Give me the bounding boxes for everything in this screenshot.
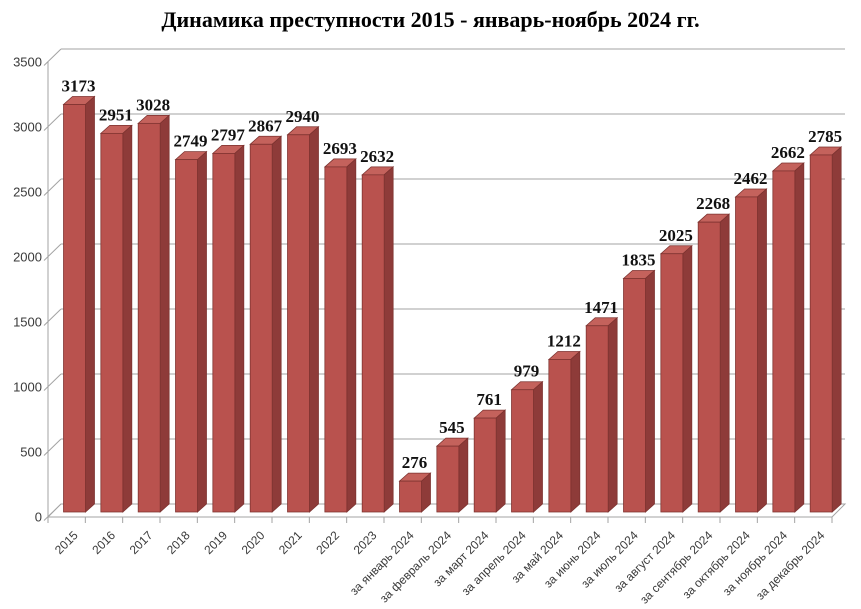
bar-value-label: 2867 — [248, 116, 283, 135]
bar — [249, 143, 273, 513]
bar — [324, 166, 348, 513]
x-tick-label: 2020 — [239, 528, 268, 557]
bar-side-face — [383, 166, 394, 513]
y-tick-label: 0 — [35, 510, 42, 525]
y-axis-tick-connector — [43, 113, 62, 131]
bar-side-face — [682, 244, 693, 513]
bar — [399, 480, 422, 513]
x-tick-label: 2022 — [313, 528, 342, 557]
bar-side-face — [831, 146, 842, 513]
bar-side-face — [533, 380, 543, 513]
bar-value-label: 2632 — [360, 147, 394, 166]
x-tick-label: 2016 — [89, 528, 118, 557]
bar-side-face — [645, 269, 655, 513]
x-tick-label: 2018 — [164, 528, 193, 557]
bar-value-label: 1212 — [547, 331, 581, 350]
bar-side-face — [607, 316, 618, 513]
bar-side-face — [271, 135, 282, 513]
y-axis-tick-connector — [43, 373, 62, 391]
bar-side-face — [234, 144, 245, 513]
bar-value-label: 2662 — [771, 143, 805, 162]
y-tick-label: 3000 — [13, 120, 42, 135]
bar-side-face — [570, 350, 581, 513]
bar-side-face — [719, 213, 730, 513]
bar-side-face — [159, 114, 170, 513]
bar — [735, 196, 758, 513]
x-tick-label: за декабрь 2024 — [753, 528, 828, 603]
bar-value-label: 2693 — [323, 139, 357, 158]
bar — [660, 253, 684, 513]
y-axis-tick-connector — [43, 243, 62, 261]
bar — [137, 122, 161, 513]
bar — [361, 174, 385, 513]
bar — [548, 359, 572, 513]
bar-value-label: 2749 — [174, 132, 208, 151]
bar-side-face — [458, 437, 469, 513]
bar — [436, 445, 460, 513]
y-tick-label: 500 — [20, 445, 42, 460]
bar — [63, 104, 86, 513]
x-tick-label: 2017 — [127, 528, 156, 557]
bar — [809, 154, 833, 513]
bar-value-label: 979 — [514, 362, 540, 381]
y-axis-tick-connector — [43, 438, 62, 456]
x-tick-label: 2023 — [351, 528, 380, 557]
bar-value-label: 3173 — [62, 77, 96, 96]
bar-side-face — [757, 188, 767, 513]
x-tick-label: за ноябрь 2024 — [720, 528, 790, 598]
y-axis-tick-connector — [43, 48, 62, 66]
x-tick-label: 2015 — [52, 528, 81, 557]
bar — [697, 221, 721, 513]
bar — [175, 159, 198, 513]
bar-side-face — [309, 125, 319, 513]
y-tick-label: 2000 — [13, 250, 42, 265]
y-axis-tick-connector — [43, 178, 62, 196]
y-tick-label: 1000 — [13, 380, 42, 395]
bar-value-label: 2268 — [696, 194, 730, 213]
x-tick-label: за январь 2024 — [347, 528, 417, 598]
y-tick-label: 1500 — [13, 315, 42, 330]
bar — [100, 132, 124, 513]
bar — [473, 417, 497, 513]
bar-value-label: 2785 — [808, 127, 842, 146]
bar-value-label: 2462 — [734, 169, 768, 188]
chart-title: Динамика преступности 2015 - январь-нояб… — [161, 7, 700, 32]
bar — [511, 389, 534, 513]
x-tick-label: 2019 — [201, 528, 230, 557]
bar — [287, 134, 310, 513]
x-tick-label: 2021 — [276, 528, 305, 557]
y-axis-tick-connector — [43, 308, 62, 326]
bar-side-face — [346, 158, 357, 513]
bar-value-label: 276 — [402, 453, 428, 472]
bar — [585, 325, 609, 513]
x-tick-label: за апрель 2024 — [459, 528, 529, 598]
bar-side-face — [794, 162, 805, 513]
bar — [212, 153, 236, 513]
bar-value-label: 1471 — [584, 298, 618, 317]
x-tick-label: за октябрь 2024 — [680, 528, 753, 601]
bar-value-label: 3028 — [136, 95, 170, 114]
bar-value-label: 1835 — [622, 250, 656, 269]
bar-value-label: 2940 — [286, 107, 320, 126]
bar-value-label: 2951 — [99, 105, 133, 124]
bar-side-face — [85, 95, 95, 513]
bar — [772, 170, 796, 513]
y-tick-label: 3500 — [13, 55, 42, 70]
y-tick-label: 2500 — [13, 185, 42, 200]
bar-value-label: 761 — [476, 390, 502, 409]
bar-side-face — [197, 150, 207, 513]
bar-value-label: 2025 — [659, 226, 693, 245]
bar-value-label: 2797 — [211, 125, 246, 144]
bar-value-label: 545 — [439, 418, 465, 437]
bar — [623, 278, 646, 513]
bar-side-face — [122, 124, 133, 513]
bar-side-face — [495, 409, 506, 513]
